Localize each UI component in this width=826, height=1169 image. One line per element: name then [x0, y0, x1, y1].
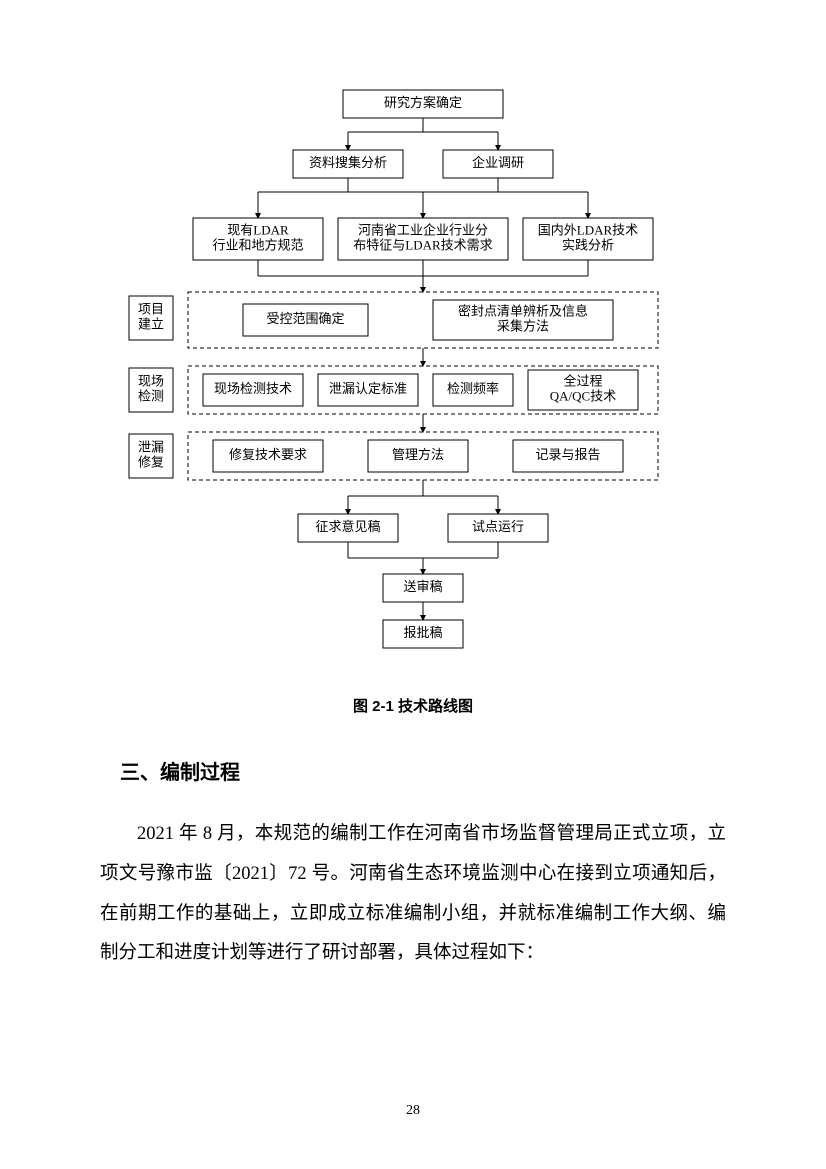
svg-text:记录与报告: 记录与报告 [535, 447, 600, 462]
svg-text:受控范围确定: 受控范围确定 [266, 311, 344, 326]
svg-text:送审稿: 送审稿 [403, 579, 442, 594]
page-number: 28 [0, 1103, 826, 1119]
svg-text:修复技术要求: 修复技术要求 [229, 447, 307, 462]
svg-text:征求意见稿: 征求意见稿 [315, 519, 380, 534]
svg-text:全过程: 全过程 [563, 373, 602, 388]
svg-text:修复: 修复 [138, 454, 164, 469]
svg-text:现场检测技术: 现场检测技术 [214, 381, 292, 396]
svg-text:建立: 建立 [138, 316, 164, 331]
svg-text:现有LDAR: 现有LDAR [227, 222, 289, 237]
svg-text:国内外LDAR技术: 国内外LDAR技术 [538, 222, 638, 237]
flowchart-container: 研究方案确定资料搜集分析 企业调研现有LDAR行业和地方规范 河南省工业企业行业分布… [113, 80, 713, 665]
svg-text:检测频率: 检测频率 [447, 381, 499, 396]
svg-text:泄漏: 泄漏 [138, 439, 164, 454]
svg-text:行业和地方规范: 行业和地方规范 [212, 237, 303, 252]
svg-text:实践分析: 实践分析 [562, 237, 614, 252]
svg-text:QA/QC技术: QA/QC技术 [550, 388, 616, 403]
svg-text:河南省工业企业行业分: 河南省工业企业行业分 [358, 222, 488, 237]
body-paragraph: 2021 年 8 月，本规范的编制工作在河南省市场监督管理局正式立项，立项文号豫… [100, 815, 726, 974]
svg-text:项目: 项目 [138, 301, 164, 316]
svg-text:报批稿: 报批稿 [403, 625, 442, 640]
svg-text:企业调研: 企业调研 [472, 155, 524, 170]
svg-text:密封点清单辨析及信息: 密封点清单辨析及信息 [458, 303, 588, 318]
svg-text:采集方法: 采集方法 [497, 318, 549, 333]
svg-text:试点运行: 试点运行 [472, 519, 524, 534]
figure-caption: 图 2-1 技术路线图 [100, 695, 726, 716]
svg-text:布特征与LDAR技术需求: 布特征与LDAR技术需求 [353, 237, 492, 252]
svg-text:泄漏认定标准: 泄漏认定标准 [329, 381, 407, 396]
svg-text:现场: 现场 [138, 373, 164, 388]
flowchart-svg: 研究方案确定资料搜集分析 企业调研现有LDAR行业和地方规范 河南省工业企业行业分布… [113, 80, 713, 660]
section-heading: 三、编制过程 [120, 756, 726, 785]
svg-text:研究方案确定: 研究方案确定 [384, 95, 462, 110]
svg-text:资料搜集分析: 资料搜集分析 [309, 155, 387, 170]
svg-text:管理方法: 管理方法 [392, 447, 444, 462]
svg-text:检测: 检测 [138, 388, 164, 403]
